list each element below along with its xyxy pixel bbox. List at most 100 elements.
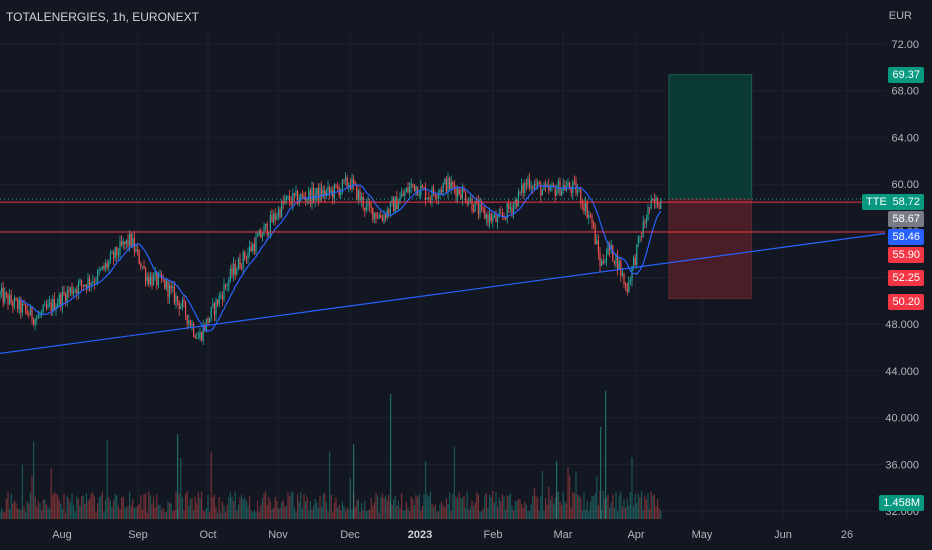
volume-bar xyxy=(135,506,137,519)
volume-bar xyxy=(33,441,35,519)
volume-bar xyxy=(199,497,201,519)
drawing-lines[interactable] xyxy=(0,183,886,354)
candle-body xyxy=(551,184,553,188)
volume-bar xyxy=(535,495,537,519)
candle-body xyxy=(658,207,660,209)
candle-body xyxy=(236,269,238,275)
candle-body xyxy=(437,193,439,198)
volume-bar xyxy=(231,496,233,519)
candle-body xyxy=(105,263,107,269)
volume-bar xyxy=(61,509,63,519)
volume-bar xyxy=(13,500,15,519)
candle-body xyxy=(77,282,79,294)
candle-body xyxy=(353,178,355,184)
candle-body xyxy=(433,188,435,195)
volume-bar xyxy=(346,507,348,519)
candle-body xyxy=(143,266,145,268)
candle-body xyxy=(533,183,535,189)
candle-body xyxy=(71,287,73,294)
candle-body xyxy=(181,299,183,307)
volume-bar xyxy=(311,509,313,519)
symbol-badge[interactable]: TTE xyxy=(862,194,891,210)
volume-bar xyxy=(7,492,9,519)
volume-bar xyxy=(476,491,478,519)
volume-bar xyxy=(391,504,393,519)
candle-body xyxy=(377,217,379,219)
volume-bar xyxy=(31,476,33,519)
volume-bar xyxy=(12,503,14,519)
candle-body xyxy=(329,186,331,193)
volume-bar xyxy=(495,492,497,519)
candle-body xyxy=(367,201,369,205)
volume-bar xyxy=(497,506,499,519)
candle-body xyxy=(316,187,318,196)
volume-bar xyxy=(263,493,265,519)
candle-body xyxy=(279,209,281,217)
candle-body xyxy=(1,287,3,293)
candle-body xyxy=(39,314,41,316)
volume-bar xyxy=(549,499,551,519)
candle-body xyxy=(306,199,308,201)
volume-spike xyxy=(600,427,602,519)
volume-bar xyxy=(369,509,371,519)
candle-body xyxy=(194,335,196,339)
candle-body xyxy=(87,278,89,289)
candle-body xyxy=(169,285,171,297)
candle-body xyxy=(617,254,619,270)
candle-body xyxy=(393,199,395,212)
candle-body xyxy=(633,257,635,267)
volume-bar xyxy=(420,510,422,519)
candle-body xyxy=(202,326,204,341)
volume-bar xyxy=(388,494,390,519)
candle-body xyxy=(426,197,428,200)
position-zones[interactable] xyxy=(668,74,753,300)
candle-body xyxy=(172,286,174,288)
candle-body xyxy=(141,266,143,268)
candle-body xyxy=(50,302,52,312)
volume-bar xyxy=(29,492,31,519)
candle-body xyxy=(369,201,371,206)
volume-bar xyxy=(247,505,249,519)
candle-body xyxy=(173,286,175,303)
candle-body xyxy=(415,186,417,192)
volume-bar xyxy=(221,501,223,519)
candle-body xyxy=(149,276,151,285)
volume-bar xyxy=(260,505,262,519)
volume-bar xyxy=(159,504,161,519)
volume-bar xyxy=(455,497,457,519)
volume-bar xyxy=(314,498,316,519)
candle-body xyxy=(154,272,156,276)
volume-bar xyxy=(297,494,299,519)
volume-bar xyxy=(492,491,494,519)
volume-bar xyxy=(321,506,323,519)
candle-body xyxy=(129,233,131,246)
volume-bar xyxy=(364,501,366,519)
volume-bar xyxy=(106,440,108,519)
volume-bar xyxy=(633,506,635,519)
volume-bar xyxy=(226,504,228,519)
volume-bar xyxy=(308,510,310,519)
volume-bar xyxy=(351,509,353,519)
volume-bar xyxy=(130,505,132,519)
volume-bar xyxy=(485,492,487,519)
candle-body xyxy=(343,179,345,181)
volume-bar xyxy=(266,504,268,519)
candle-body xyxy=(460,194,462,200)
volume-bar xyxy=(525,504,527,519)
volume-bar xyxy=(18,508,20,519)
volume-bar xyxy=(621,506,623,519)
time-axis[interactable]: Aug Sep Oct Nov Dec 2023 Feb Mar Apr May Jun 26 xyxy=(52,529,853,541)
volume-bar xyxy=(610,502,612,519)
candle-body xyxy=(217,299,219,305)
candle-body xyxy=(588,214,590,218)
price-axis[interactable]: 72.0068.0064.0060.0056.0052.0048.00044.0… xyxy=(885,39,919,518)
volume-bar xyxy=(180,458,182,519)
volume-bar xyxy=(647,493,649,519)
volume-bar xyxy=(82,495,84,519)
x-tick-label: Aug xyxy=(52,529,72,541)
candle-body xyxy=(457,188,459,197)
candle-body xyxy=(207,318,209,324)
candle-body xyxy=(157,274,159,286)
volume-bar xyxy=(586,501,588,519)
